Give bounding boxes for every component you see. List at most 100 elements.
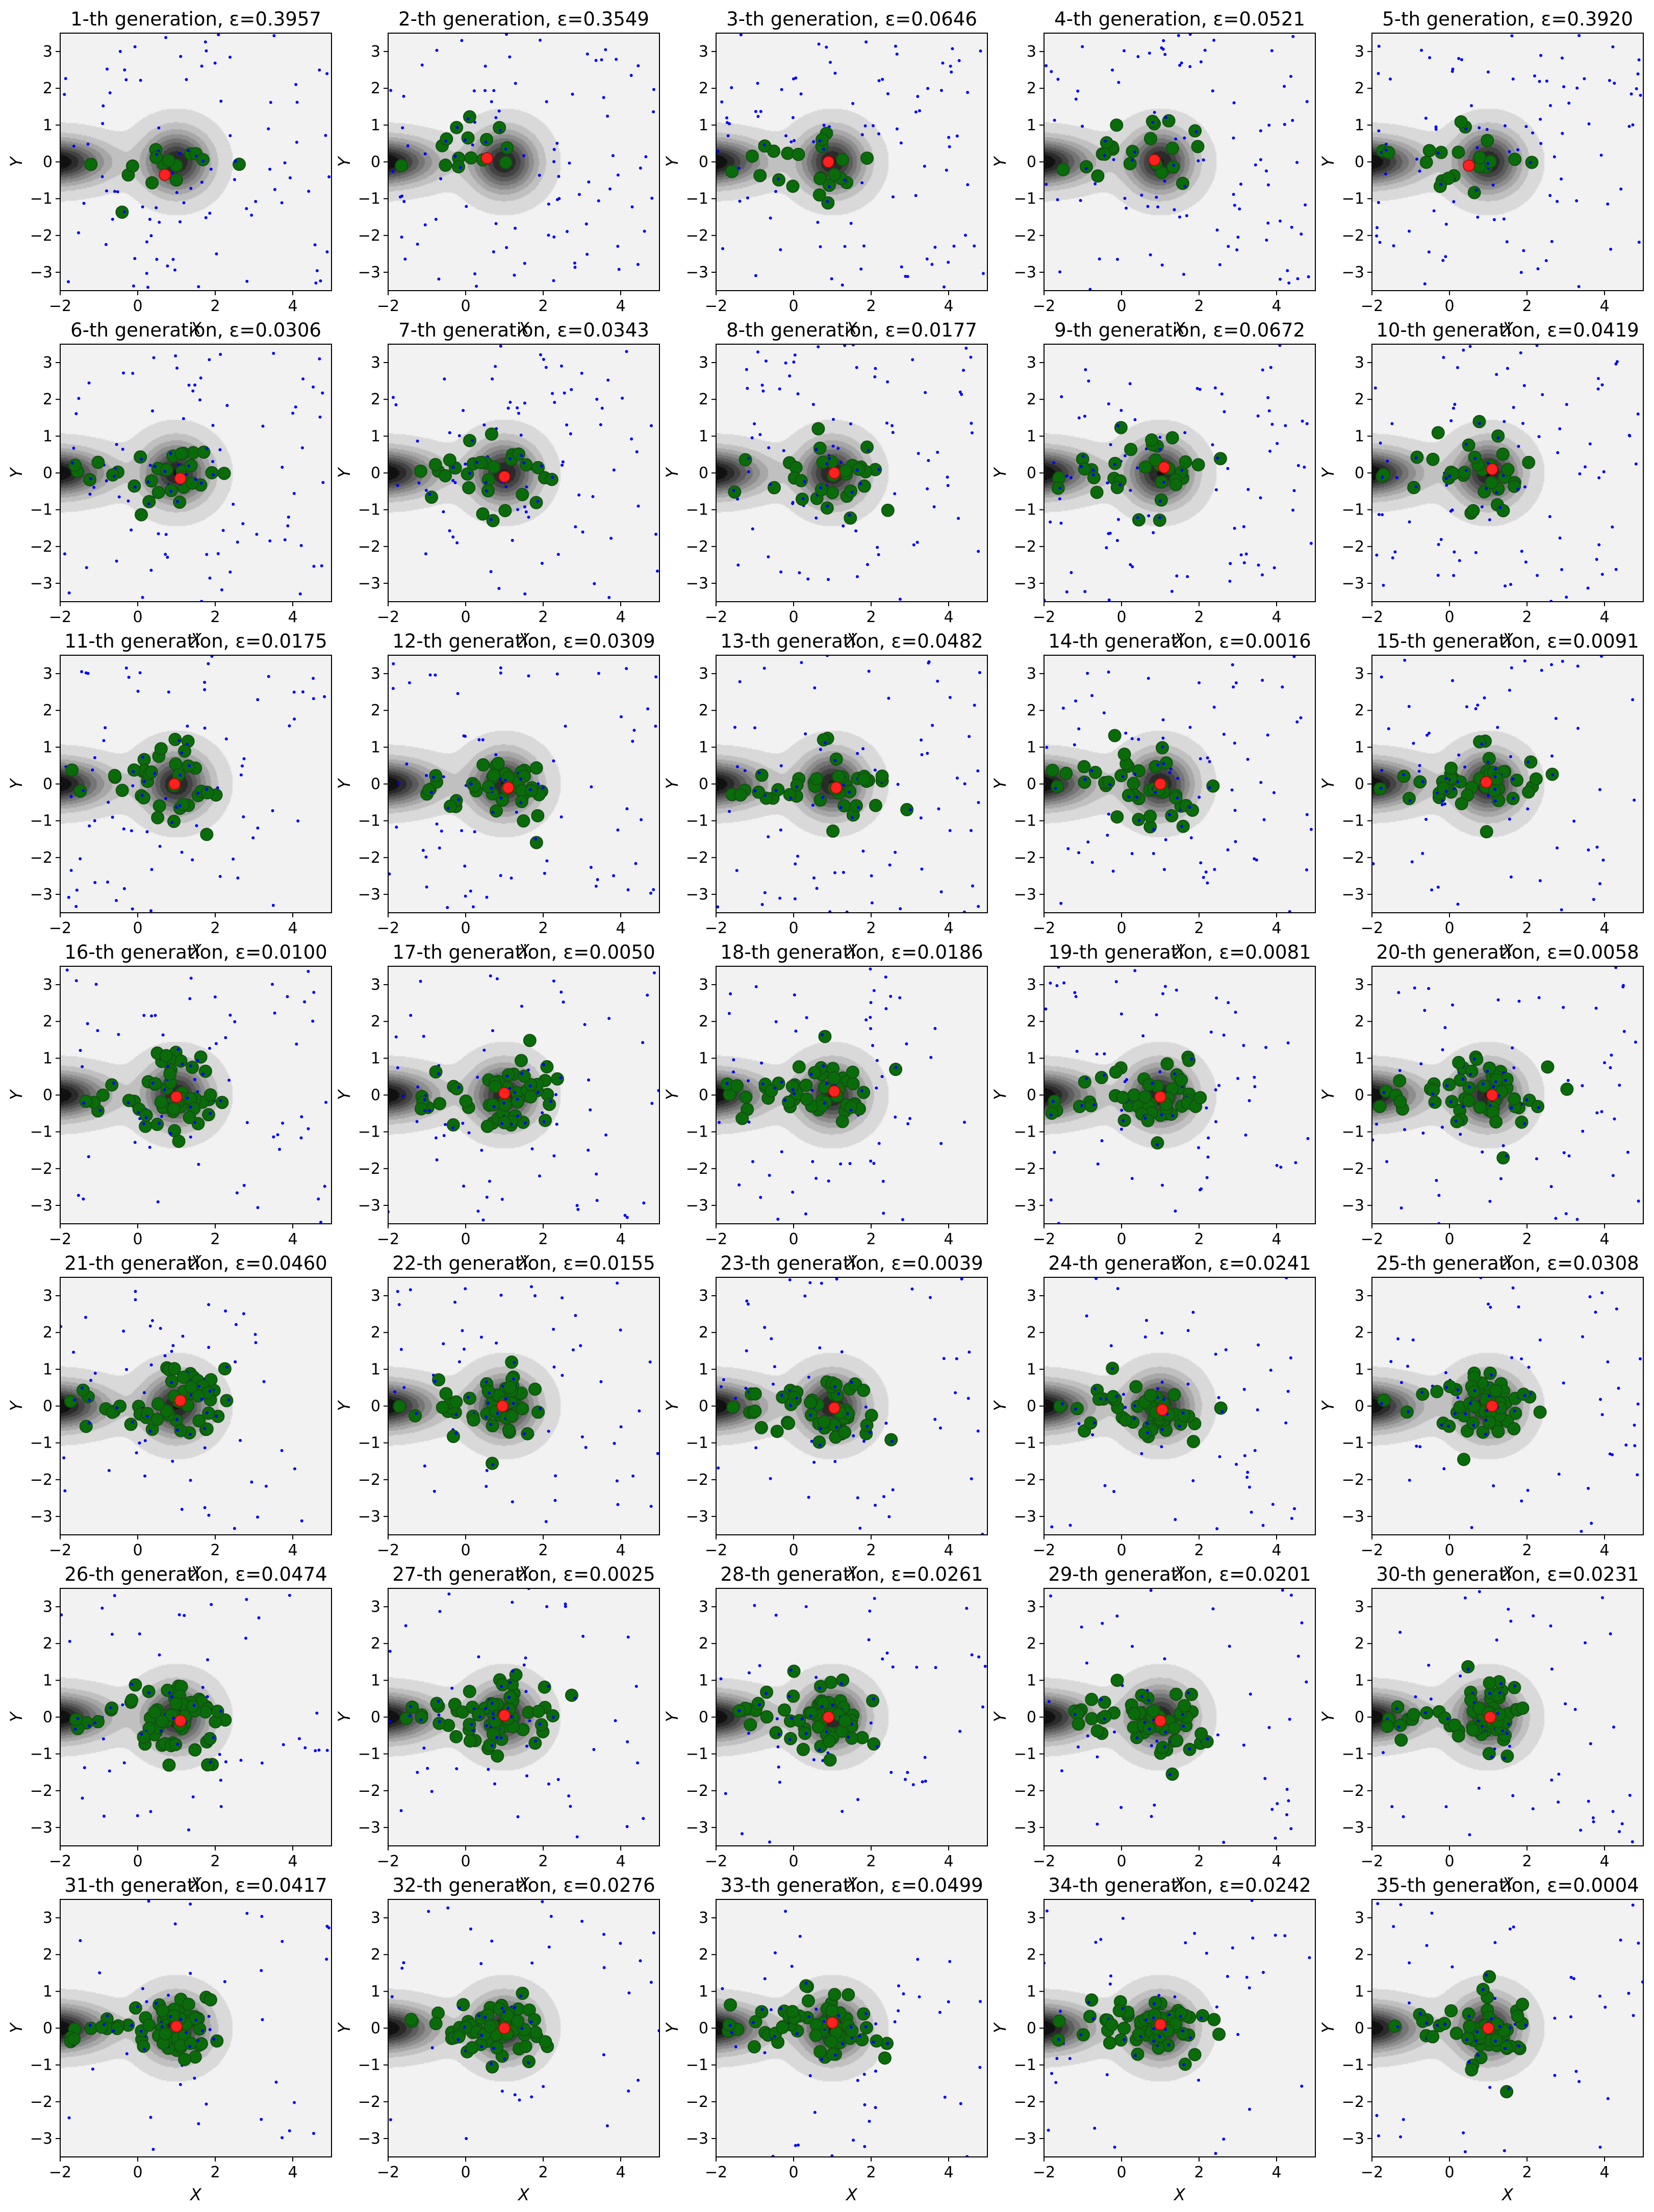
random-point [1176, 796, 1179, 800]
random-point [1478, 126, 1481, 130]
random-point [98, 1109, 101, 1112]
random-point [1635, 87, 1638, 90]
random-point [205, 553, 208, 556]
y-tick-label: 1 [699, 1671, 708, 1689]
random-point [1276, 1164, 1279, 1167]
random-point [737, 1709, 741, 1712]
random-point [192, 1795, 195, 1798]
random-point [1508, 689, 1511, 692]
random-point [866, 1425, 869, 1428]
random-point [519, 778, 522, 781]
accepted-point [812, 1721, 825, 1733]
y-tick-label: 2 [699, 80, 708, 97]
random-point [876, 1059, 879, 1062]
random-point [181, 851, 184, 854]
random-point [1056, 198, 1059, 201]
accepted-point [137, 1731, 149, 1743]
accepted-point [1497, 504, 1509, 517]
random-point [271, 809, 274, 812]
random-point [637, 64, 640, 67]
accepted-point [1492, 430, 1504, 442]
random-point [1254, 163, 1257, 166]
random-point [1162, 481, 1165, 484]
random-point [151, 1082, 155, 1085]
accepted-point [1454, 1074, 1466, 1086]
random-point [832, 418, 835, 421]
x-tick-label: 4 [1271, 608, 1281, 626]
random-point [609, 537, 613, 540]
random-point [215, 252, 218, 255]
random-point [1633, 1444, 1636, 1447]
random-point [917, 452, 920, 455]
random-point [499, 672, 502, 675]
accepted-point [516, 1403, 528, 1415]
accepted-point [828, 1072, 840, 1084]
random-point [1470, 104, 1473, 107]
random-point [926, 752, 929, 755]
random-point [451, 1126, 454, 1129]
accepted-point [1139, 461, 1152, 473]
random-point [1116, 424, 1119, 427]
random-point [815, 517, 818, 520]
y-tick-label: 0 [1355, 1087, 1364, 1104]
subplot-title: 7-th generation, ε=0.0343 [398, 319, 649, 341]
random-point [167, 690, 170, 693]
random-point [545, 1520, 548, 1523]
accepted-point [1561, 1083, 1573, 1095]
random-point [1226, 848, 1229, 852]
random-point [157, 126, 160, 130]
y-tick-label: −1 [1014, 812, 1036, 830]
y-tick-label: 2 [699, 391, 708, 408]
estimate-point [829, 1402, 840, 1413]
random-point [200, 181, 203, 184]
random-point [626, 1740, 629, 1743]
accepted-point [1144, 810, 1156, 822]
accepted-point [546, 473, 558, 485]
random-point [1220, 393, 1224, 396]
random-point [554, 1474, 557, 1477]
random-point [1078, 416, 1081, 419]
random-point [1476, 146, 1479, 149]
random-point [73, 1728, 77, 1731]
random-point [122, 828, 125, 831]
y-tick-label: 2 [371, 80, 380, 97]
random-point [1116, 258, 1119, 261]
random-point [478, 1715, 481, 1718]
random-point [432, 776, 435, 779]
random-point [769, 483, 772, 486]
random-point [1257, 1344, 1260, 1347]
random-point [553, 148, 556, 151]
random-point [747, 457, 750, 460]
y-tick-label: 3 [1355, 665, 1364, 683]
random-point [1204, 49, 1207, 52]
accepted-point [782, 1417, 795, 1429]
random-point [1426, 734, 1429, 737]
random-point [1377, 130, 1380, 133]
random-point [319, 416, 322, 419]
random-point [1116, 1287, 1119, 1290]
random-point [527, 516, 530, 519]
y-tick-label: 1 [43, 427, 53, 445]
accepted-point [116, 206, 128, 218]
x-tick-label: −2 [377, 1230, 399, 1248]
accepted-point [529, 1737, 541, 1750]
x-tick-label: 4 [1271, 1541, 1281, 1559]
y-tick-label: −2 [1342, 1782, 1364, 1800]
subplot-title: 16-th generation, ε=0.0100 [64, 941, 327, 963]
accepted-point [66, 764, 78, 776]
accepted-point [169, 1738, 182, 1751]
random-point [219, 1099, 222, 1102]
random-point [523, 593, 526, 596]
subplot-title: 1-th generation, ε=0.3957 [70, 8, 321, 30]
random-point [514, 227, 517, 230]
random-point [790, 1716, 793, 1719]
random-point [463, 1348, 466, 1351]
random-point [424, 856, 427, 859]
random-point [933, 246, 936, 249]
random-point [300, 1115, 303, 1118]
accepted-point [440, 133, 452, 145]
random-point [958, 59, 961, 62]
random-point [154, 465, 157, 468]
y-tick-label: 1 [699, 1360, 708, 1378]
